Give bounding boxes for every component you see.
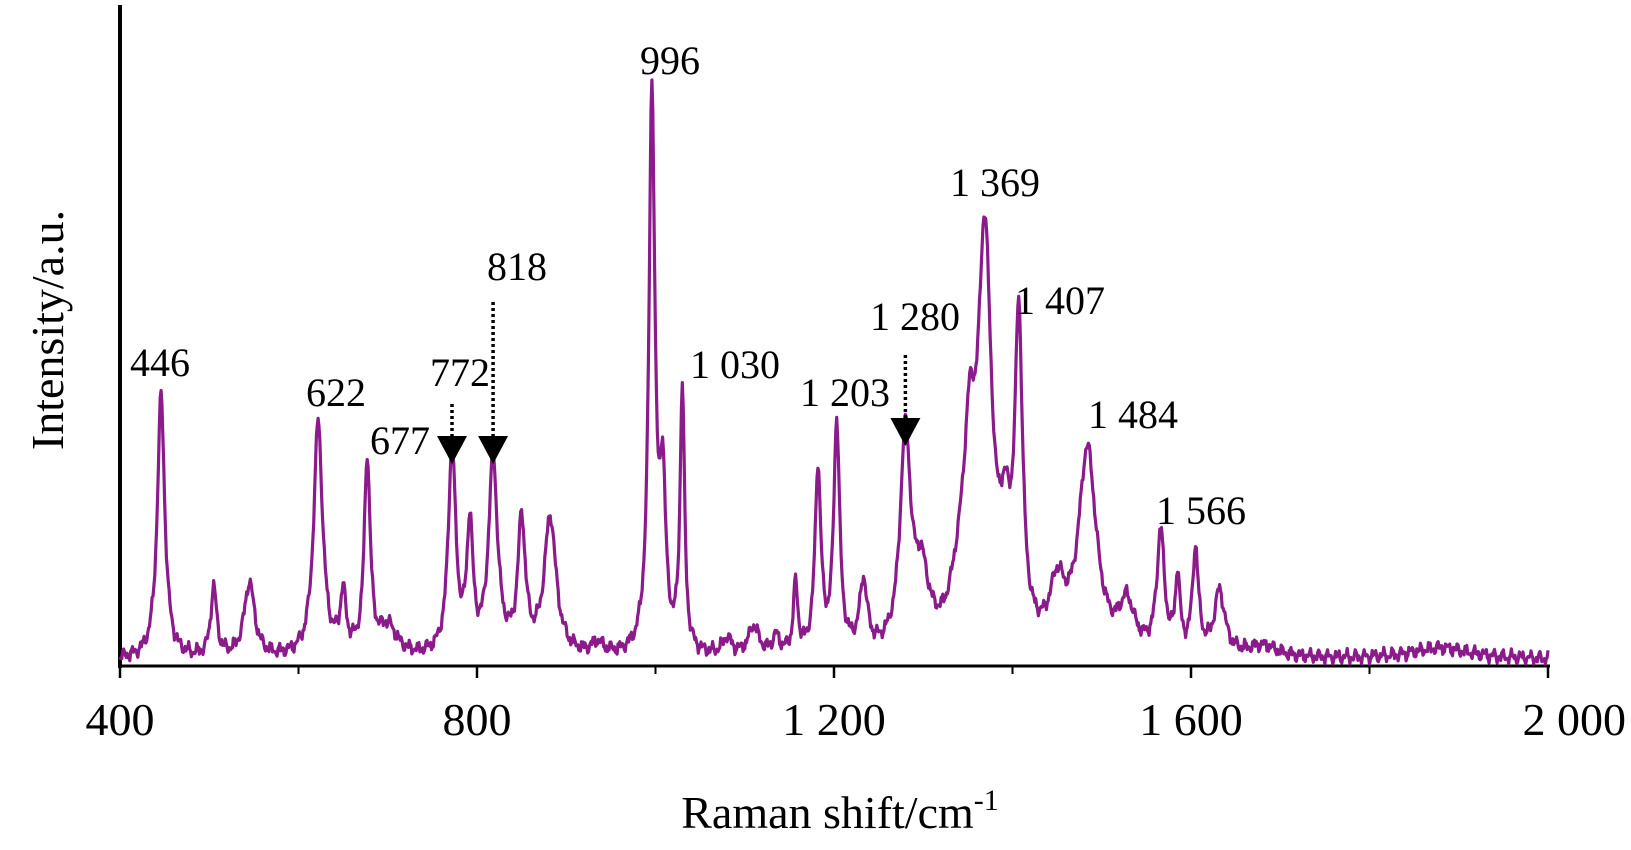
peak-label: 818 [487, 244, 547, 289]
peak-label: 1 203 [800, 370, 890, 415]
x-axis-title: Raman shift/cm-1 [681, 784, 999, 838]
peak-label: 996 [640, 38, 700, 83]
peak-label: 772 [430, 350, 490, 395]
peak-label: 1 484 [1088, 392, 1178, 437]
arrow-head [890, 418, 921, 446]
x-tick-label: 1 600 [1139, 694, 1243, 745]
arrow-head [478, 436, 509, 464]
x-tick-label: 400 [86, 694, 155, 745]
peak-label: 1 407 [1015, 278, 1105, 323]
arrow-head [437, 436, 468, 464]
peak-label: 1 566 [1156, 488, 1246, 533]
x-tick-label: 800 [443, 694, 512, 745]
x-ticks [118, 666, 1550, 678]
peak-label: 677 [370, 418, 430, 463]
spectrum-line [118, 78, 1550, 666]
y-axis-title: Intensity/a.u. [22, 210, 73, 450]
peak-label: 622 [306, 370, 366, 415]
x-tick-label: 1 200 [782, 694, 886, 745]
x-tick-label: 2 000 [1523, 694, 1627, 745]
peak-label: 1 280 [870, 294, 960, 339]
x-tick-labels: 400 800 1 200 1 600 2 000 [86, 694, 1627, 745]
peak-label: 1 369 [950, 160, 1040, 205]
axes [118, 5, 1550, 668]
peak-label: 446 [130, 340, 190, 385]
peak-label: 1 030 [690, 342, 780, 387]
peak-arrows [437, 302, 921, 464]
